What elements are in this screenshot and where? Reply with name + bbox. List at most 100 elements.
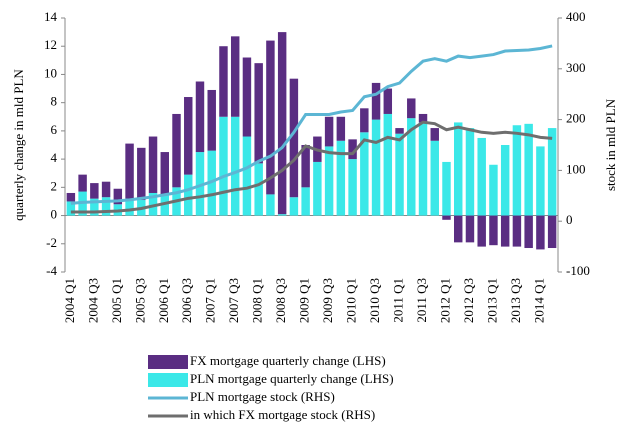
y-tick-label: 10 xyxy=(44,65,57,80)
y2-tick-label: -100 xyxy=(566,263,590,278)
bar xyxy=(442,161,451,216)
bar xyxy=(184,174,193,216)
bar xyxy=(277,214,287,216)
line xyxy=(70,44,553,205)
bar xyxy=(254,163,263,216)
bar xyxy=(383,113,393,216)
bar xyxy=(512,125,522,216)
y-tick-label: 14 xyxy=(44,9,58,24)
bar xyxy=(254,63,263,164)
bar xyxy=(454,215,463,243)
y-tick-label: 0 xyxy=(51,207,58,222)
bar xyxy=(524,123,533,216)
x-tick-label: 2008 Q3 xyxy=(273,278,288,323)
bar xyxy=(360,132,369,216)
bar xyxy=(500,145,510,216)
bar xyxy=(195,81,205,153)
x-tick-label: 2004 Q1 xyxy=(62,278,77,323)
bar xyxy=(430,140,439,216)
y-tick-label: 2 xyxy=(51,178,58,193)
bar xyxy=(242,136,252,216)
bar xyxy=(78,174,87,192)
x-tick-label: 2009 Q3 xyxy=(320,278,335,323)
legend-swatch xyxy=(148,355,188,369)
line xyxy=(70,120,553,214)
x-tick-label: 2005 Q1 xyxy=(109,278,124,323)
bar xyxy=(418,113,428,123)
bar xyxy=(547,128,557,216)
x-tick-label: 2007 Q1 xyxy=(203,278,218,323)
bar xyxy=(137,147,146,201)
bar xyxy=(324,116,334,147)
bar xyxy=(207,89,216,151)
bar xyxy=(324,146,334,216)
bar xyxy=(66,192,76,202)
bar xyxy=(313,161,322,216)
legend-label: PLN mortgage quarterly change (LHS) xyxy=(190,371,394,386)
y-tick-label: 6 xyxy=(51,122,58,137)
bar xyxy=(301,145,310,188)
bar xyxy=(195,152,205,216)
bar xyxy=(360,108,369,133)
y-tick-label: -4 xyxy=(46,263,57,278)
bar xyxy=(336,116,346,141)
bar xyxy=(536,146,545,216)
bar xyxy=(465,215,475,243)
x-tick-label: 2006 Q1 xyxy=(156,278,171,323)
x-tick-label: 2005 Q3 xyxy=(132,278,147,323)
x-tick-label: 2011 Q1 xyxy=(391,278,406,323)
bar xyxy=(348,159,357,216)
bar xyxy=(219,116,228,216)
bar xyxy=(407,98,416,119)
bar xyxy=(477,137,486,216)
x-tick-label: 2012 Q3 xyxy=(461,278,476,323)
bar xyxy=(524,215,533,249)
bar xyxy=(547,215,557,249)
y-tick-label: 8 xyxy=(51,94,58,109)
bar xyxy=(125,198,134,216)
bar xyxy=(90,198,99,216)
bar xyxy=(430,128,439,141)
bar xyxy=(125,143,134,199)
x-tick-label: 2011 Q3 xyxy=(414,278,429,323)
bar xyxy=(348,139,357,160)
x-tick-label: 2004 Q3 xyxy=(85,278,100,323)
x-tick-label: 2006 Q3 xyxy=(179,278,194,323)
bar xyxy=(418,122,428,216)
y-tick-label: -2 xyxy=(46,235,57,250)
y2-tick-label: 200 xyxy=(566,111,586,126)
bar xyxy=(371,82,381,120)
y2-axis-label: stock in mld PLN xyxy=(603,98,618,191)
x-tick-label: 2010 Q3 xyxy=(367,278,382,323)
bar xyxy=(536,215,545,250)
bar xyxy=(230,36,240,117)
x-tick-label: 2013 Q3 xyxy=(508,278,523,323)
bar xyxy=(383,88,393,114)
x-tick-label: 2009 Q1 xyxy=(297,278,312,323)
bar xyxy=(160,152,169,195)
bar xyxy=(512,215,522,247)
bar xyxy=(289,78,299,198)
bar xyxy=(489,164,498,216)
bar xyxy=(454,122,463,216)
legend-swatch xyxy=(148,373,188,387)
bar xyxy=(442,215,451,220)
x-tick-label: 2007 Q3 xyxy=(226,278,241,323)
y2-tick-label: 0 xyxy=(566,212,573,227)
bar xyxy=(219,46,228,117)
y-tick-label: 4 xyxy=(51,150,58,165)
bar xyxy=(395,133,404,216)
y2-tick-label: 300 xyxy=(566,60,586,75)
bar xyxy=(113,188,123,205)
bar xyxy=(277,32,287,215)
bar xyxy=(242,57,252,137)
bar xyxy=(266,40,275,195)
bar xyxy=(101,197,111,216)
bar xyxy=(289,197,299,216)
bar xyxy=(477,215,486,247)
bar xyxy=(266,194,275,216)
legend-label: FX mortgage quarterly change (LHS) xyxy=(190,353,386,368)
bar xyxy=(148,192,158,216)
